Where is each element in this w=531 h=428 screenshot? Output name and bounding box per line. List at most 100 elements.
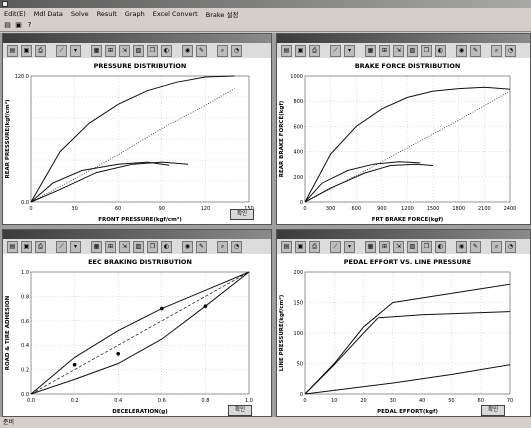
save-icon[interactable]: ▣ bbox=[21, 240, 32, 253]
line-chart-icon[interactable]: ⟋ bbox=[56, 240, 67, 253]
plot-frame bbox=[30, 271, 250, 395]
x-tick-label: 70 bbox=[507, 398, 513, 404]
chart-toolbar: ▤ ▣ ⎙ ⟋ ▾ ▦ ⊞ ⇲ ▧ ❐ ◐ ◉ ✎ ⌕ ◔ bbox=[277, 43, 530, 59]
zoom-icon[interactable]: ⌕ bbox=[491, 240, 502, 253]
grid-icon[interactable]: ⊞ bbox=[379, 44, 390, 57]
arrow-icon[interactable]: ▾ bbox=[70, 240, 81, 253]
chart-toolbar: ▤ ▣ ⎙ ⟋ ▾ ▦ ⊞ ⇲ ▧ ❐ ◐ ◉ ✎ ⌕ ◔ bbox=[277, 239, 530, 255]
series-line bbox=[304, 311, 511, 395]
globe-icon[interactable]: ◉ bbox=[456, 240, 467, 253]
marker-icon[interactable]: ✎ bbox=[470, 240, 481, 253]
print-icon[interactable]: ⎙ bbox=[309, 44, 320, 57]
menu-result[interactable]: Result bbox=[96, 10, 117, 18]
eec-chart: EEC BRAKING DISTRIBUTION 0.0 0.2 0.4 0.6 0.8 1… bbox=[5, 258, 253, 415]
image-icon[interactable]: ▧ bbox=[133, 44, 144, 57]
zoom-icon[interactable]: ⌕ bbox=[217, 44, 228, 57]
color-icon[interactable]: ◐ bbox=[161, 240, 172, 253]
image-icon[interactable]: ▧ bbox=[407, 44, 418, 57]
y-tick-label: 0.6 bbox=[21, 319, 29, 325]
arrow-icon[interactable]: ▾ bbox=[70, 44, 81, 57]
x-tick-label: 1.0 bbox=[245, 398, 253, 404]
open-icon[interactable]: ▤ bbox=[7, 240, 18, 253]
image-icon[interactable]: ▧ bbox=[407, 240, 418, 253]
window-titlebar bbox=[277, 34, 530, 43]
grid-icon[interactable]: ⊞ bbox=[105, 240, 116, 253]
x-tick-label: 0 bbox=[303, 206, 306, 212]
table-icon[interactable]: ▦ bbox=[365, 240, 376, 253]
zoom-icon[interactable]: ⌕ bbox=[217, 240, 228, 253]
line-chart-icon[interactable]: ⟋ bbox=[330, 44, 341, 57]
copy-icon[interactable]: ❐ bbox=[147, 240, 158, 253]
mdi-workspace: ▤ ▣ ⎙ ⟋ ▾ ▦ ⊞ ⇲ ▧ ❐ ◐ ◉ ✎ ⌕ ◔ PRESSURE DISTRIBUTION 0 30… bbox=[0, 33, 531, 417]
y-axis-label: ROAD & TIRE ADHESION bbox=[5, 295, 11, 370]
confirm-button[interactable]: 확인 bbox=[481, 405, 505, 416]
grid-icon[interactable]: ⊞ bbox=[379, 240, 390, 253]
window-titlebar bbox=[3, 230, 271, 239]
line-chart-icon[interactable]: ⟋ bbox=[330, 240, 341, 253]
arrow-icon[interactable]: ▾ bbox=[344, 240, 355, 253]
menu-excel-convert[interactable]: Excel Convert bbox=[152, 10, 198, 18]
color-icon[interactable]: ◐ bbox=[161, 44, 172, 57]
copy-icon[interactable]: ❐ bbox=[147, 44, 158, 57]
open-icon[interactable]: ▤ bbox=[281, 44, 292, 57]
x-tick-label: 1800 bbox=[452, 206, 465, 212]
series-line bbox=[304, 163, 434, 203]
help-icon[interactable]: ? bbox=[27, 21, 32, 29]
save-icon[interactable]: ▣ bbox=[15, 21, 22, 29]
menu-graph[interactable]: Graph bbox=[124, 10, 145, 18]
pedal-effort-window: ▤ ▣ ⎙ ⟋ ▾ ▦ ⊞ ⇲ ▧ ❐ ◐ ◉ ✎ ⌕ ◔ PEDAL EFFORT VS. LINE PR… bbox=[276, 229, 531, 417]
export-icon[interactable]: ⇲ bbox=[119, 44, 130, 57]
x-tick-label: 10 bbox=[331, 398, 337, 404]
chart-title: BRAKE FORCE DISTRIBUTION bbox=[355, 62, 461, 70]
color-icon[interactable]: ◐ bbox=[435, 44, 446, 57]
pressure-chart: PRESSURE DISTRIBUTION03060901201500.0120… bbox=[4, 62, 254, 223]
confirm-button[interactable]: 확인 bbox=[228, 405, 252, 416]
confirm-button[interactable]: 확인 bbox=[230, 209, 254, 220]
search-icon[interactable]: ◔ bbox=[231, 44, 242, 57]
marker-icon[interactable]: ✎ bbox=[196, 240, 207, 253]
open-icon[interactable]: ▤ bbox=[7, 44, 18, 57]
open-icon[interactable]: ▤ bbox=[4, 21, 11, 29]
copy-icon[interactable]: ❐ bbox=[421, 240, 432, 253]
menu-brake-setting[interactable]: Brake 설정 bbox=[205, 11, 239, 19]
globe-icon[interactable]: ◉ bbox=[182, 44, 193, 57]
y-tick-label: 0.2 bbox=[21, 368, 29, 374]
y-tick-label: 800 bbox=[293, 99, 303, 105]
open-icon[interactable]: ▤ bbox=[281, 240, 292, 253]
image-icon[interactable]: ▧ bbox=[133, 240, 144, 253]
grid-icon[interactable]: ⊞ bbox=[105, 44, 116, 57]
search-icon[interactable]: ◔ bbox=[505, 44, 516, 57]
globe-icon[interactable]: ◉ bbox=[182, 240, 193, 253]
brake-force-chart: BRAKE FORCE DISTRIBUTION 0 300 600 900 1200 15… bbox=[279, 62, 516, 223]
globe-icon[interactable]: ◉ bbox=[456, 44, 467, 57]
export-icon[interactable]: ⇲ bbox=[393, 240, 404, 253]
zoom-icon[interactable]: ⌕ bbox=[491, 44, 502, 57]
x-tick-label: 600 bbox=[351, 206, 361, 212]
export-icon[interactable]: ⇲ bbox=[393, 44, 404, 57]
menu-solve[interactable]: Solve bbox=[70, 10, 89, 18]
export-icon[interactable]: ⇲ bbox=[119, 240, 130, 253]
marker-icon[interactable]: ✎ bbox=[470, 44, 481, 57]
x-tick-label: 60 bbox=[115, 206, 121, 212]
print-icon[interactable]: ⎙ bbox=[35, 240, 46, 253]
marker-icon[interactable]: ✎ bbox=[196, 44, 207, 57]
line-chart-icon[interactable]: ⟋ bbox=[56, 44, 67, 57]
color-icon[interactable]: ◐ bbox=[435, 240, 446, 253]
series-line bbox=[30, 271, 250, 395]
table-icon[interactable]: ▦ bbox=[91, 44, 102, 57]
save-icon[interactable]: ▣ bbox=[21, 44, 32, 57]
x-tick-label: 900 bbox=[377, 206, 387, 212]
save-icon[interactable]: ▣ bbox=[295, 44, 306, 57]
table-icon[interactable]: ▦ bbox=[91, 240, 102, 253]
save-icon[interactable]: ▣ bbox=[295, 240, 306, 253]
print-icon[interactable]: ⎙ bbox=[35, 44, 46, 57]
y-tick-label: 200 bbox=[293, 175, 303, 181]
copy-icon[interactable]: ❐ bbox=[421, 44, 432, 57]
table-icon[interactable]: ▦ bbox=[365, 44, 376, 57]
search-icon[interactable]: ◔ bbox=[505, 240, 516, 253]
menu-edit[interactable]: Edit(E) bbox=[4, 10, 26, 18]
arrow-icon[interactable]: ▾ bbox=[344, 44, 355, 57]
print-icon[interactable]: ⎙ bbox=[309, 240, 320, 253]
menu-mdl-data[interactable]: Mdl Data bbox=[33, 10, 63, 18]
search-icon[interactable]: ◔ bbox=[231, 240, 242, 253]
